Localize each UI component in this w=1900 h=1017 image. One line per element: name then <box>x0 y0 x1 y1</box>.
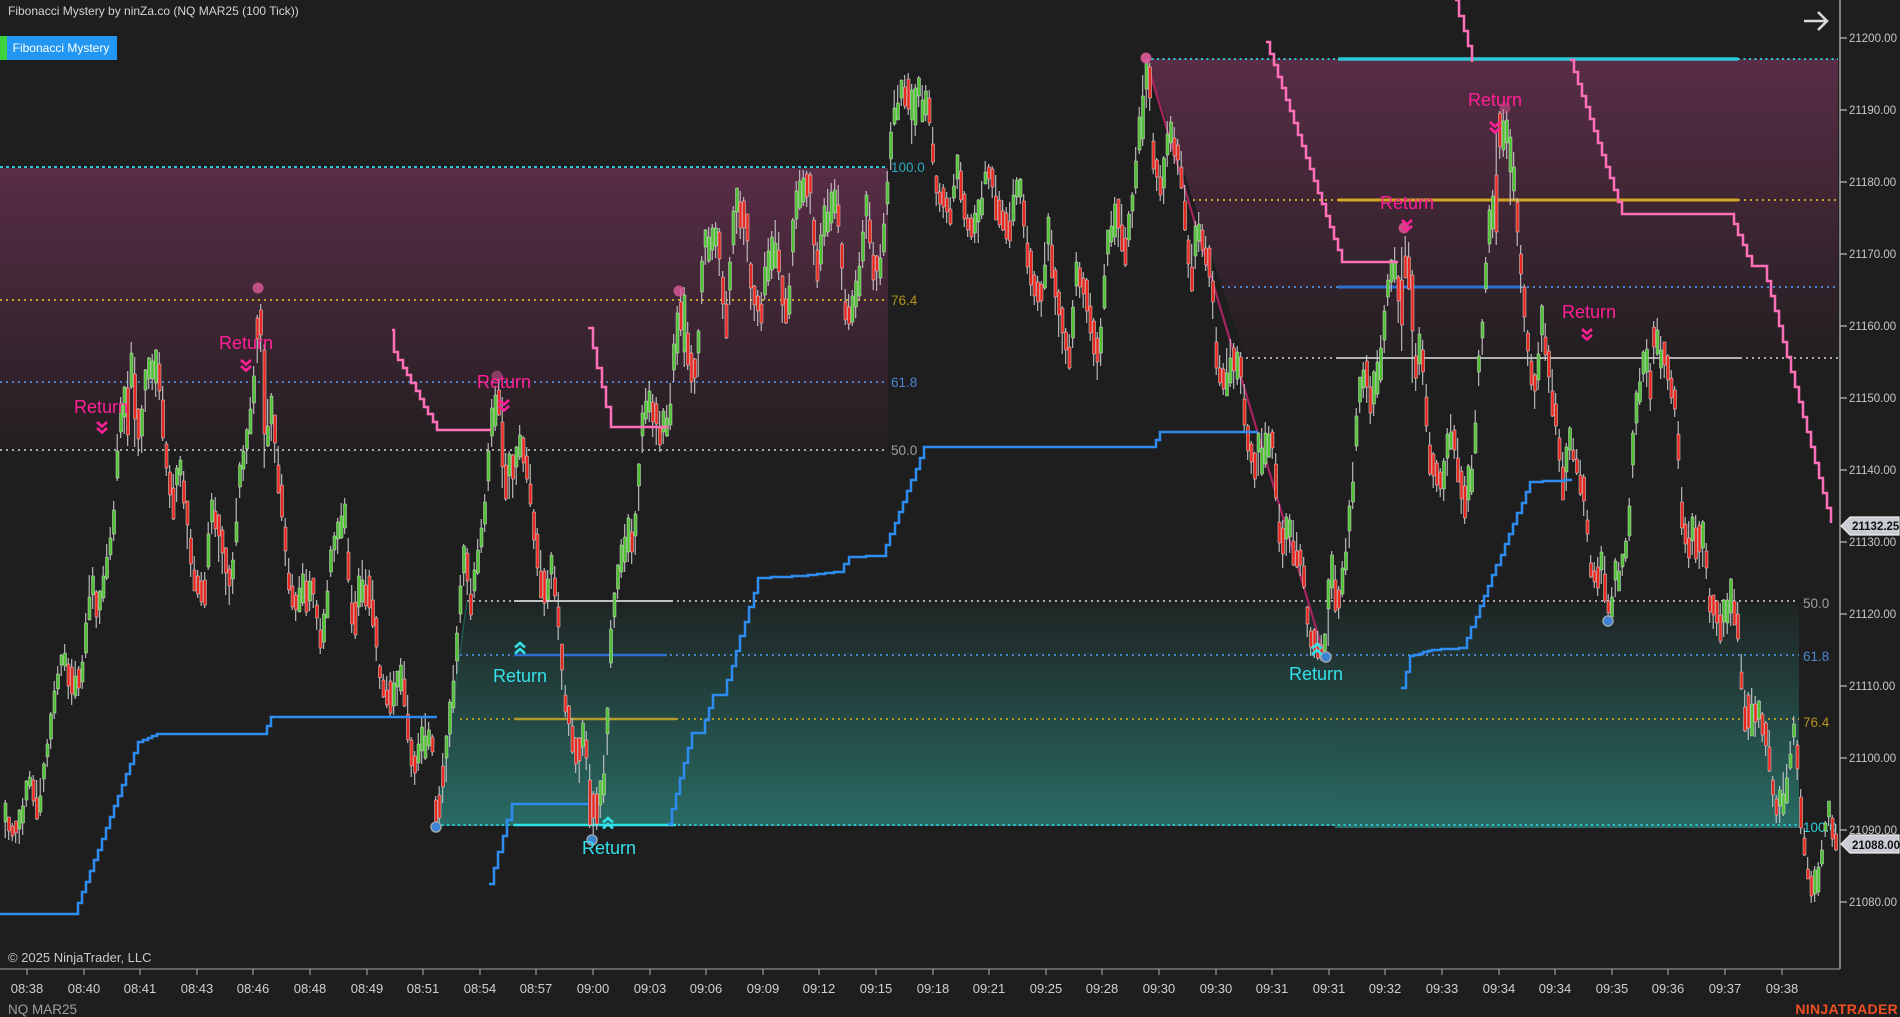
svg-text:50.0: 50.0 <box>1803 596 1829 611</box>
svg-text:09:35: 09:35 <box>1596 981 1629 996</box>
svg-text:21200.00: 21200.00 <box>1849 33 1897 45</box>
svg-text:Fibonacci Mystery: Fibonacci Mystery <box>13 41 110 55</box>
svg-text:09:28: 09:28 <box>1086 981 1119 996</box>
svg-text:21132.25: 21132.25 <box>1852 521 1900 533</box>
svg-text:21130.00: 21130.00 <box>1849 537 1896 549</box>
svg-text:21120.00: 21120.00 <box>1849 609 1896 621</box>
svg-text:Return: Return <box>477 372 531 392</box>
svg-text:Return: Return <box>219 333 273 353</box>
svg-text:09:03: 09:03 <box>634 981 667 996</box>
svg-text:09:15: 09:15 <box>860 981 893 996</box>
svg-text:Return: Return <box>582 838 636 858</box>
svg-text:09:06: 09:06 <box>690 981 723 996</box>
svg-text:08:51: 08:51 <box>407 981 440 996</box>
svg-text:09:00: 09:00 <box>577 981 610 996</box>
svg-text:76.4: 76.4 <box>1803 715 1830 730</box>
svg-text:21080.00: 21080.00 <box>1849 897 1897 909</box>
svg-text:09:33: 09:33 <box>1426 981 1459 996</box>
svg-text:09:30: 09:30 <box>1143 981 1176 996</box>
svg-text:Return: Return <box>1289 664 1343 684</box>
svg-text:21110.00: 21110.00 <box>1849 681 1895 693</box>
svg-text:© 2025 NinjaTrader, LLC: © 2025 NinjaTrader, LLC <box>8 950 152 965</box>
svg-text:09:31: 09:31 <box>1256 981 1289 996</box>
svg-text:08:40: 08:40 <box>68 981 101 996</box>
svg-text:08:41: 08:41 <box>124 981 157 996</box>
svg-text:Return: Return <box>74 397 128 417</box>
svg-text:08:48: 08:48 <box>294 981 327 996</box>
svg-text:21150.00: 21150.00 <box>1849 393 1896 405</box>
svg-text:21180.00: 21180.00 <box>1849 177 1896 189</box>
svg-text:50.0: 50.0 <box>891 443 917 458</box>
svg-text:08:54: 08:54 <box>464 981 497 996</box>
svg-text:NINJATRADER: NINJATRADER <box>1795 1001 1898 1017</box>
svg-text:Fibonacci Mystery by ninZa.co: Fibonacci Mystery by ninZa.co (NQ MAR25 … <box>8 4 299 18</box>
svg-text:09:09: 09:09 <box>747 981 780 996</box>
svg-text:Return: Return <box>1562 302 1616 322</box>
svg-text:21170.00: 21170.00 <box>1849 249 1896 261</box>
svg-text:09:34: 09:34 <box>1539 981 1572 996</box>
svg-text:76.4: 76.4 <box>891 293 918 308</box>
svg-text:09:18: 09:18 <box>917 981 950 996</box>
svg-text:21190.00: 21190.00 <box>1849 105 1896 117</box>
svg-text:61.8: 61.8 <box>1803 649 1829 664</box>
svg-text:09:36: 09:36 <box>1652 981 1685 996</box>
svg-text:09:38: 09:38 <box>1766 981 1799 996</box>
svg-text:08:38: 08:38 <box>11 981 44 996</box>
svg-text:21160.00: 21160.00 <box>1849 321 1896 333</box>
svg-text:Return: Return <box>493 666 547 686</box>
svg-text:09:12: 09:12 <box>803 981 836 996</box>
svg-text:09:25: 09:25 <box>1030 981 1063 996</box>
svg-text:09:31: 09:31 <box>1313 981 1346 996</box>
svg-text:09:21: 09:21 <box>973 981 1006 996</box>
svg-text:08:57: 08:57 <box>520 981 553 996</box>
svg-text:09:37: 09:37 <box>1709 981 1742 996</box>
svg-text:21088.00: 21088.00 <box>1852 840 1900 852</box>
svg-text:09:32: 09:32 <box>1369 981 1402 996</box>
svg-text:61.8: 61.8 <box>891 375 917 390</box>
svg-text:08:46: 08:46 <box>237 981 270 996</box>
svg-text:09:34: 09:34 <box>1483 981 1516 996</box>
svg-text:Return: Return <box>1380 193 1434 213</box>
svg-text:100.0: 100.0 <box>891 160 925 175</box>
svg-text:21140.00: 21140.00 <box>1849 465 1896 477</box>
svg-text:NQ MAR25: NQ MAR25 <box>8 1002 77 1017</box>
svg-text:Return: Return <box>1468 90 1522 110</box>
svg-text:21100.00: 21100.00 <box>1849 753 1896 765</box>
svg-text:21090.00: 21090.00 <box>1849 825 1897 837</box>
svg-text:08:49: 08:49 <box>351 981 384 996</box>
svg-text:08:43: 08:43 <box>181 981 214 996</box>
svg-text:09:30: 09:30 <box>1200 981 1233 996</box>
